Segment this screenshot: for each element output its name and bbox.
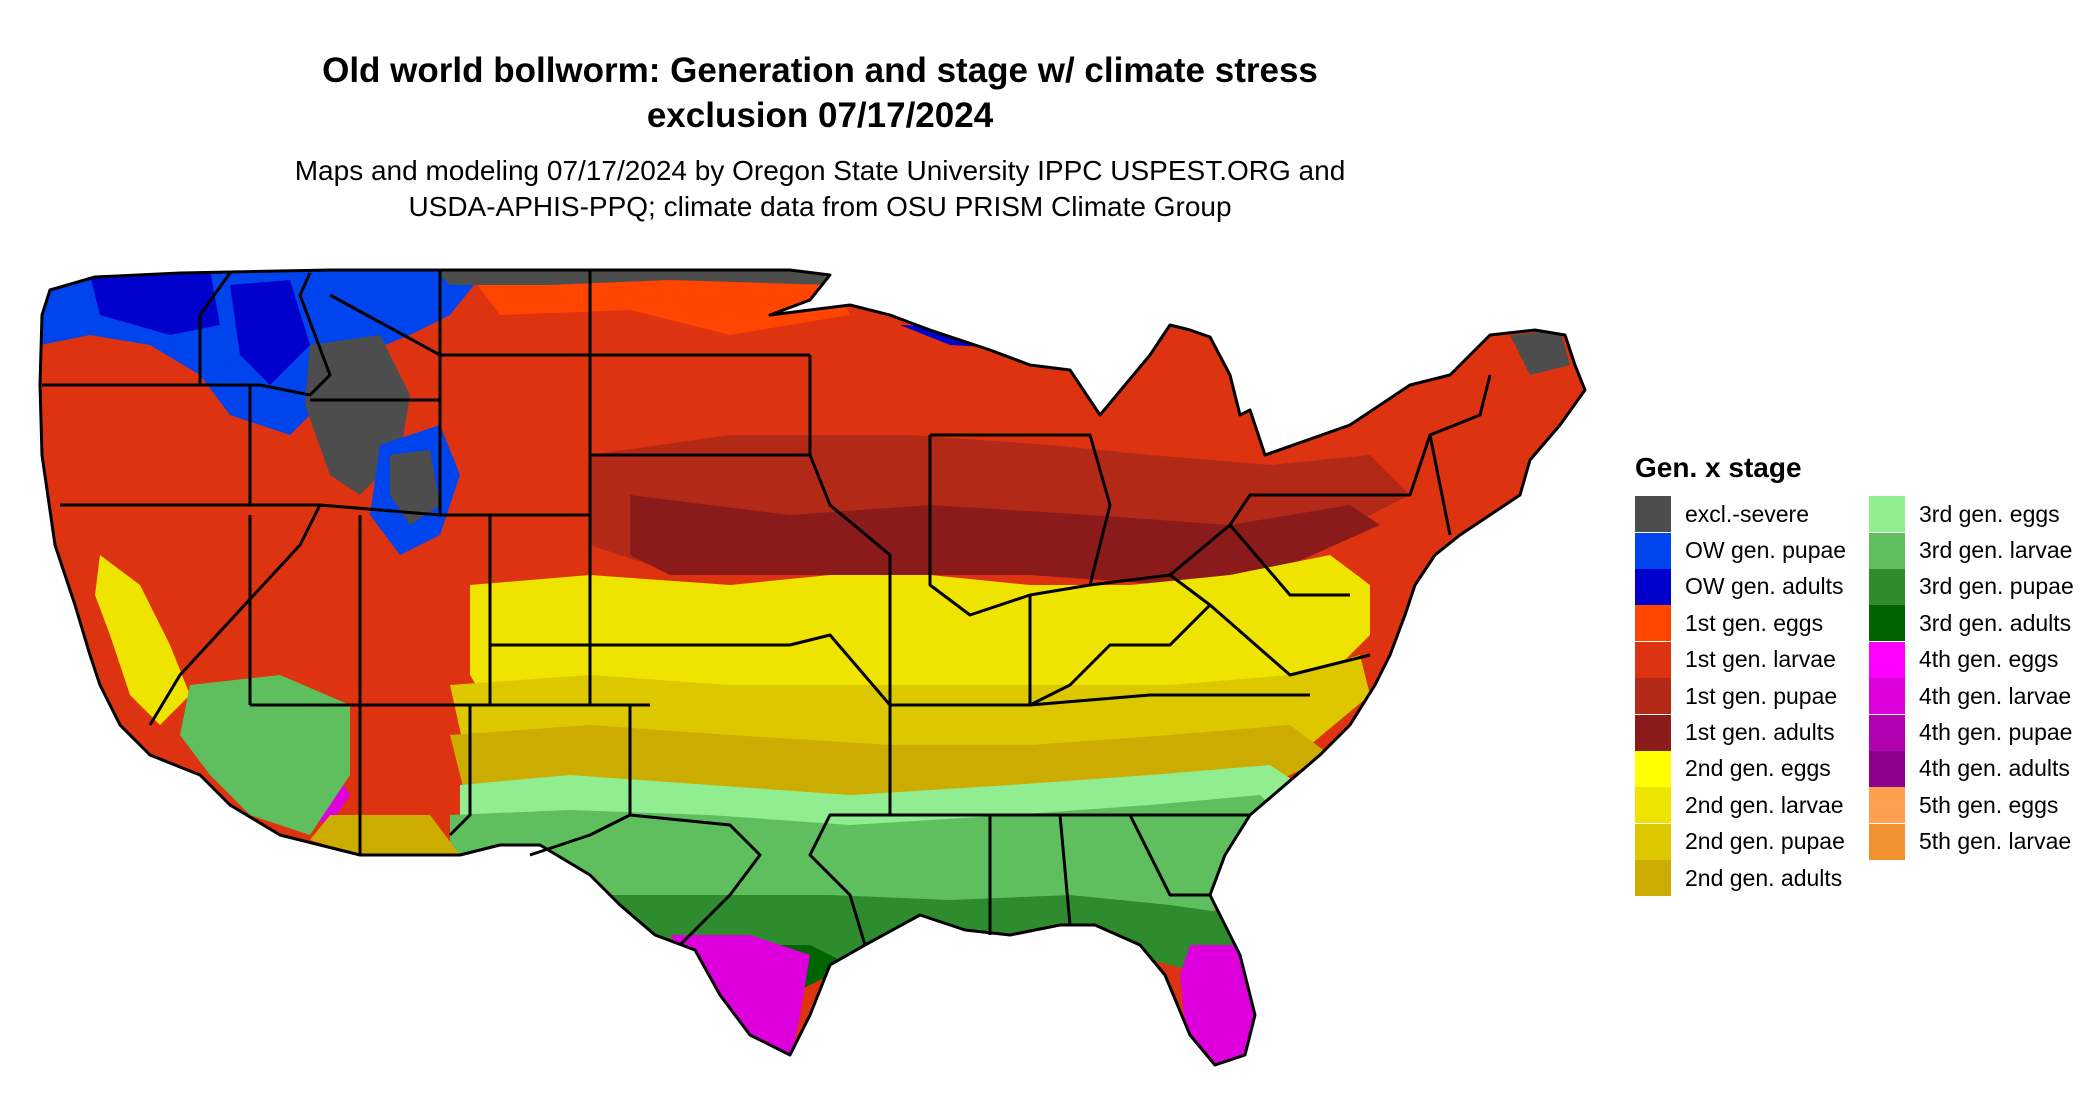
map-title-line-2: exclusion 07/17/2024 <box>646 96 994 135</box>
map-title-line-1: Old world bollworm: Generation and stage… <box>322 51 1318 90</box>
legend-label: 3rd gen. eggs <box>1919 500 2060 527</box>
legend-item: 4th gen. pupae <box>1869 714 2074 751</box>
legend: Gen. x stage excl.-severe OW gen. pupae OW… <box>1635 450 2095 897</box>
legend-item: OW gen. adults <box>1635 568 1846 605</box>
legend-swatch <box>1869 678 1905 715</box>
legend-label: 4th gen. eggs <box>1919 646 2059 673</box>
legend-swatch <box>1869 641 1905 678</box>
legend-swatch <box>1635 641 1671 678</box>
legend-label: OW gen. pupae <box>1685 537 1847 564</box>
legend-swatch <box>1635 496 1671 533</box>
legend-label: 3rd gen. adults <box>1919 609 2072 636</box>
legend-item: 2nd gen. larvae <box>1635 787 1846 824</box>
legend-swatch <box>1635 860 1671 897</box>
legend-item: 4th gen. adults <box>1869 750 2074 787</box>
legend-swatch <box>1635 532 1671 569</box>
legend-swatch <box>1635 605 1671 642</box>
legend-item: 2nd gen. pupae <box>1635 823 1846 860</box>
legend-swatch <box>1635 714 1671 751</box>
legend-label: OW gen. adults <box>1685 573 1844 600</box>
legend-label: 3rd gen. larvae <box>1919 537 2073 564</box>
legend-label: 4th gen. larvae <box>1919 682 2072 709</box>
legend-item: 3rd gen. pupae <box>1869 568 2074 605</box>
legend-item: 1st gen. eggs <box>1635 605 1846 642</box>
legend-item: 4th gen. larvae <box>1869 678 2074 715</box>
legend-item: 1st gen. pupae <box>1635 678 1846 715</box>
legend-swatch <box>1635 787 1671 824</box>
map-subtitle-line-2: USDA-APHIS-PPQ; climate data from OSU PR… <box>408 191 1232 222</box>
legend-swatch <box>1635 568 1671 605</box>
legend-label: 5th gen. eggs <box>1919 791 2059 818</box>
legend-swatch <box>1869 605 1905 642</box>
legend-swatch <box>1869 532 1905 569</box>
legend-item: 3rd gen. eggs <box>1869 496 2074 533</box>
legend-label: 2nd gen. pupae <box>1685 828 1845 855</box>
legend-swatch <box>1635 678 1671 715</box>
legend-swatch <box>1869 823 1905 860</box>
legend-swatch <box>1635 823 1671 860</box>
legend-label: 1st gen. adults <box>1685 719 1835 746</box>
legend-label: 1st gen. pupae <box>1685 682 1838 709</box>
legend-label: 2nd gen. adults <box>1685 864 1843 891</box>
legend-item: 5th gen. eggs <box>1869 787 2074 824</box>
legend-item: 2nd gen. adults <box>1635 860 1846 897</box>
legend-label: 1st gen. eggs <box>1685 609 1824 636</box>
legend-item: 4th gen. eggs <box>1869 641 2074 678</box>
legend-column-1: excl.-severe OW gen. pupae OW gen. adults 1… <box>1635 496 1847 897</box>
legend-swatch <box>1869 714 1905 751</box>
legend-label: 4th gen. adults <box>1919 755 2070 782</box>
map-subtitle-line-1: Maps and modeling 07/17/2024 by Oregon S… <box>294 155 1346 186</box>
legend-label: 2nd gen. eggs <box>1685 755 1831 782</box>
legend-item: excl.-severe <box>1635 496 1846 533</box>
legend-label: 1st gen. larvae <box>1685 646 1836 673</box>
legend-swatch <box>1869 750 1905 787</box>
legend-swatch <box>1869 787 1905 824</box>
legend-label: 2nd gen. larvae <box>1685 791 1844 818</box>
legend-item: 1st gen. larvae <box>1635 641 1846 678</box>
legend-item: 1st gen. adults <box>1635 714 1846 751</box>
legend-label: 4th gen. pupae <box>1919 719 2073 746</box>
legend-title: Gen. x stage <box>1635 452 1802 483</box>
legend-swatch <box>1869 496 1905 533</box>
legend-column-2: 3rd gen. eggs 3rd gen. larvae 3rd gen. pup… <box>1869 496 2074 860</box>
legend-swatch <box>1635 750 1671 787</box>
legend-label: 3rd gen. pupae <box>1919 573 2074 600</box>
us-map <box>38 268 1587 1067</box>
legend-item: OW gen. pupae <box>1635 532 1847 569</box>
legend-item: 3rd gen. adults <box>1869 605 2074 642</box>
legend-item: 2nd gen. eggs <box>1635 750 1846 787</box>
legend-label: excl.-severe <box>1685 500 1809 527</box>
legend-label: 5th gen. larvae <box>1919 828 2072 855</box>
legend-item: 3rd gen. larvae <box>1869 532 2074 569</box>
legend-item: 5th gen. larvae <box>1869 823 2074 860</box>
legend-swatch <box>1869 568 1905 605</box>
